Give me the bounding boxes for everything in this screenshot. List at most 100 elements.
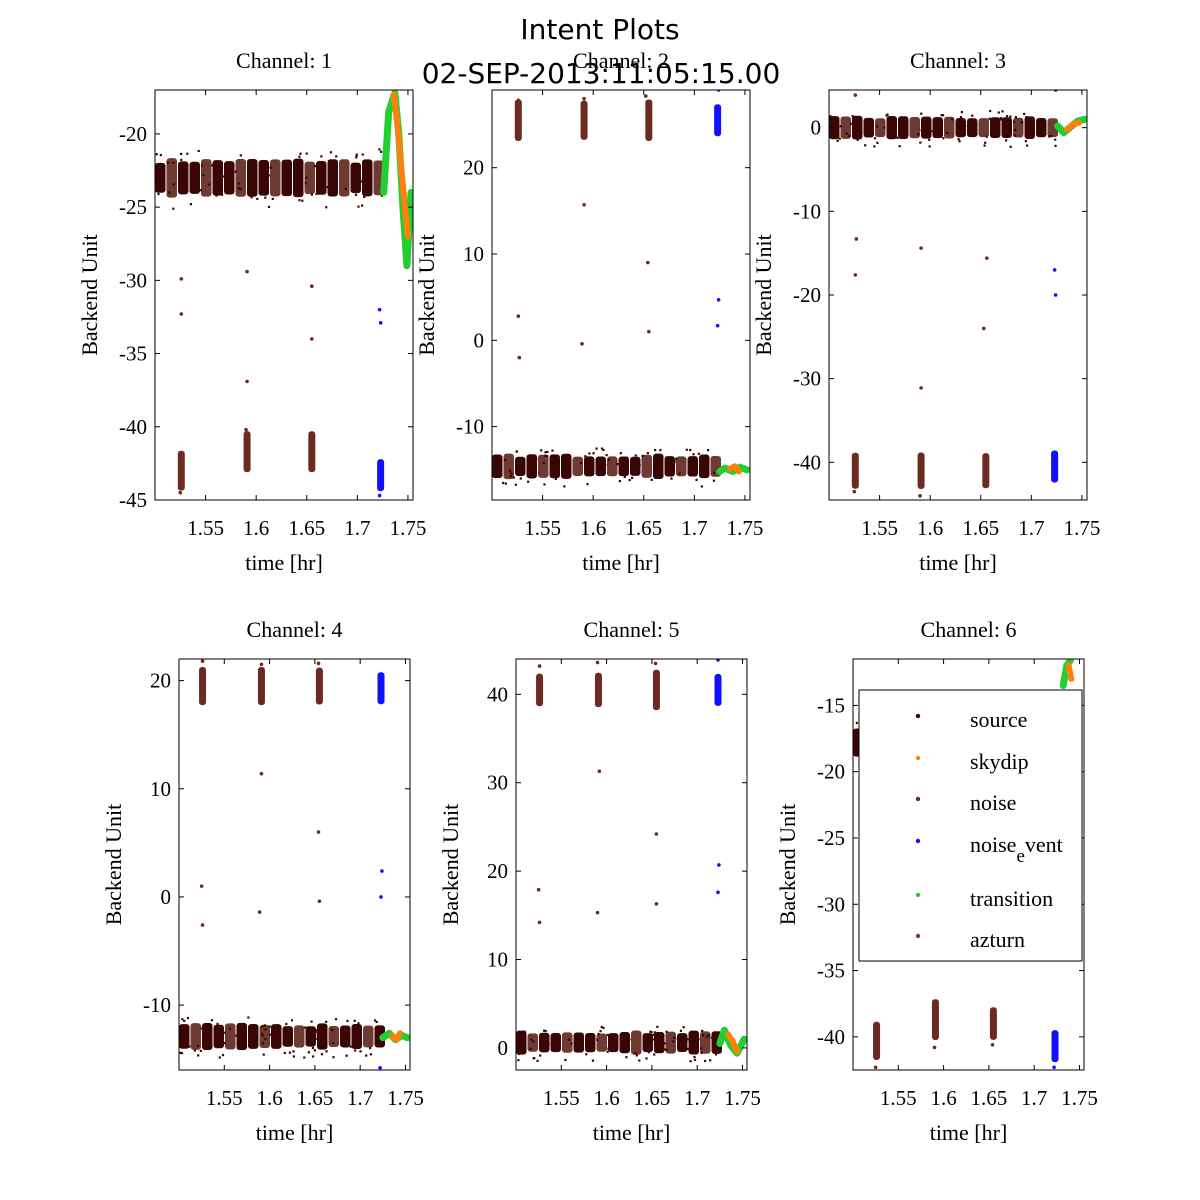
band-dot xyxy=(1050,134,1053,137)
band-segment xyxy=(584,456,595,477)
band-dot xyxy=(521,470,525,473)
band-dot xyxy=(186,1016,190,1020)
band-dot xyxy=(503,459,507,462)
y-tick-label: -45 xyxy=(119,488,147,512)
band-dot xyxy=(547,1042,550,1045)
band-dot xyxy=(663,1042,666,1045)
x-tick-label: 1.55 xyxy=(524,516,561,540)
band-segment xyxy=(179,1024,190,1049)
band-segment xyxy=(503,453,514,480)
band-dot xyxy=(327,191,330,194)
plot-data xyxy=(155,90,413,498)
y-tick-label: 20 xyxy=(487,859,508,883)
band-dot xyxy=(679,1029,683,1032)
band-dot xyxy=(301,199,304,202)
band-dot xyxy=(533,1057,536,1060)
band-dot xyxy=(354,193,358,196)
band-dot xyxy=(168,191,171,194)
y-tick-label: -25 xyxy=(119,195,147,219)
band-dot xyxy=(378,1038,382,1041)
y-tick-label: 30 xyxy=(487,771,508,795)
band-dot xyxy=(544,451,547,454)
noise-point xyxy=(536,887,541,892)
band-dot xyxy=(220,193,224,196)
band-dot xyxy=(575,1036,578,1039)
band-dot xyxy=(668,458,671,461)
band-dot xyxy=(678,472,681,475)
noise-point xyxy=(259,662,264,667)
band-dot xyxy=(928,145,931,148)
band-segment xyxy=(886,116,897,140)
band-dot xyxy=(197,1054,200,1057)
band-dot xyxy=(196,1045,200,1048)
band-dot xyxy=(334,1018,338,1021)
noise-point xyxy=(537,920,542,925)
band-dot xyxy=(282,177,285,180)
band-dot xyxy=(675,457,678,460)
band-dot xyxy=(1023,112,1026,116)
band-dot xyxy=(946,131,949,135)
figure-title: Intent Plots xyxy=(520,13,679,46)
band-dot xyxy=(641,454,644,457)
band-dot xyxy=(543,1029,546,1032)
band-dot xyxy=(600,1025,603,1029)
y-tick-label: 0 xyxy=(498,1036,509,1060)
noise-point xyxy=(982,326,986,331)
band-segment xyxy=(641,454,652,478)
y-tick-label: -25 xyxy=(817,826,845,850)
band-dot xyxy=(1013,128,1017,132)
y-axis-label: Backend Unit xyxy=(751,234,776,356)
legend-text: noise xyxy=(970,790,1016,815)
band-dot xyxy=(239,1025,242,1029)
band-dot xyxy=(1003,134,1006,137)
band-dot xyxy=(685,1046,688,1049)
x-tick-label: 1.55 xyxy=(861,516,898,540)
band-dot xyxy=(335,155,338,158)
y-tick-label: -40 xyxy=(817,1025,845,1049)
noise-point xyxy=(516,98,521,103)
band-segment xyxy=(351,1023,362,1049)
band-dot xyxy=(700,485,703,488)
band-dot xyxy=(264,196,267,199)
band-segment xyxy=(270,159,281,197)
x-tick-label: 1.55 xyxy=(206,1086,243,1110)
band-dot xyxy=(712,479,716,482)
band-dot xyxy=(836,139,839,142)
band-dot xyxy=(701,1029,704,1033)
noise-cluster xyxy=(536,673,544,707)
band-dot xyxy=(700,1051,703,1055)
band-dot xyxy=(650,478,653,481)
band-segment xyxy=(1001,117,1012,139)
band-dot xyxy=(1048,135,1051,138)
noise-event-point xyxy=(716,890,720,895)
band-dot xyxy=(262,1053,265,1056)
noise-event-cluster xyxy=(1051,1030,1059,1063)
x-tick-label: 1.6 xyxy=(593,1086,619,1110)
band-segment xyxy=(202,1022,213,1050)
legend-marker-skydip xyxy=(915,755,921,761)
band-dot xyxy=(646,1042,649,1045)
band-dot xyxy=(919,141,922,144)
band-dot xyxy=(283,1051,286,1055)
band-dot xyxy=(379,150,383,153)
band-dot xyxy=(252,190,255,193)
band-dot xyxy=(361,153,364,156)
band-dot xyxy=(667,470,670,473)
band-dot xyxy=(589,1041,592,1044)
band-dot xyxy=(332,1042,335,1045)
band-dot xyxy=(332,1056,335,1059)
x-tick-label: 1.6 xyxy=(243,516,269,540)
band-dot xyxy=(620,1039,623,1042)
y-axis-label: Backend Unit xyxy=(775,804,800,926)
band-dot xyxy=(321,187,324,190)
band-dot xyxy=(968,120,971,123)
band-dot xyxy=(221,1053,225,1057)
noise-cluster xyxy=(257,666,265,706)
legend-label-source: source xyxy=(970,707,1027,732)
band-segment xyxy=(212,160,223,196)
band-dot xyxy=(891,134,894,138)
y-tick-label: 40 xyxy=(487,682,508,706)
band-dot xyxy=(714,1053,718,1056)
band-segment xyxy=(619,1031,630,1054)
band-dot xyxy=(223,1031,226,1034)
